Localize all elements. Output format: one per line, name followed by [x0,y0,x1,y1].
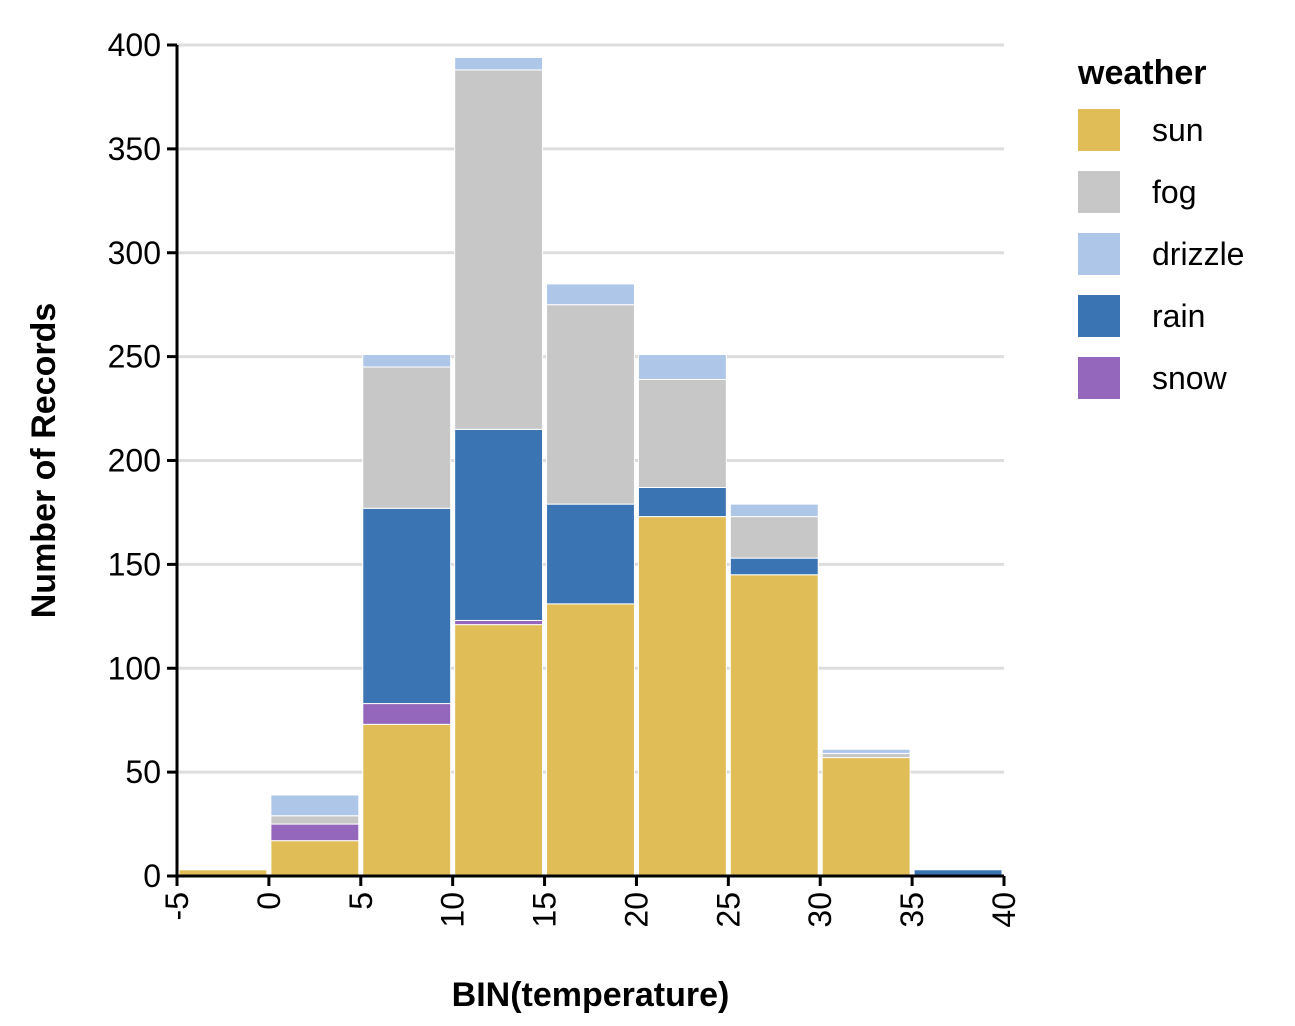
bar-sun-bin-10-15 [454,624,544,877]
bar-drizzle-bin-0-5 [270,794,360,817]
y-axis-title: Number of Records [25,303,63,619]
bar-rain-bin-25-30 [729,557,819,576]
bar-sun-bin-5-10 [362,723,452,877]
bar-snow-bin-0-5 [270,823,360,842]
bar-sun-bin-30-35 [821,757,911,877]
bar-drizzle-bin-15-20 [546,283,635,306]
legend-label-snow: snow [1152,360,1228,396]
bar-snow-bin-5-10 [362,703,452,725]
bar-sun-bin-0-5 [270,840,360,877]
legend-swatch-snow [1078,357,1120,399]
bar-fog-bin-30-35 [821,752,911,759]
legend-items: sun fog drizzle rain snow [1078,109,1244,399]
legend-swatch-fog [1078,171,1120,213]
bar-fog-bin-5-10 [362,366,452,509]
bar-fog-bin-15-20 [546,304,635,505]
bar-fog-bin-10-15 [454,69,544,430]
x-tick-label-40: 40 [986,892,1022,928]
x-tick-label-30: 30 [802,892,838,928]
bar-fog-bin-25-30 [729,516,819,559]
bar-sun-bin-25-30 [729,574,819,877]
bar-fog-bin-20-25 [637,378,727,489]
bar-drizzle-bin-25-30 [729,503,819,518]
y-tick-label-150: 150 [108,546,161,582]
bar-rain-bin-10-15 [454,428,544,621]
y-tick-label-350: 350 [108,131,161,167]
bar-snow-bin-10-15 [454,619,544,626]
y-tick-label-300: 300 [108,235,161,271]
bar-sun-bin-15-20 [546,603,635,877]
legend-label-fog: fog [1152,174,1196,210]
bar-drizzle-bin-20-25 [637,354,727,380]
x-tick-label-35: 35 [894,892,930,928]
x-tick-label-25: 25 [710,892,746,928]
legend-label-sun: sun [1152,112,1204,148]
legend: weather sun fog drizzle rain snow [1077,54,1244,399]
bar-rain-bin-15-20 [546,503,635,605]
bar-drizzle-bin-30-35 [821,748,911,754]
legend-label-rain: rain [1152,298,1205,334]
y-tick-label-100: 100 [108,650,161,686]
x-tick-label-10: 10 [435,892,471,928]
bar-rain-bin-20-25 [637,487,727,518]
bar-drizzle-bin-5-10 [362,354,452,368]
legend-swatch-sun [1078,109,1120,151]
legend-title: weather [1077,54,1207,92]
x-tick-label-20: 20 [618,892,654,928]
y-tick-label-250: 250 [108,339,161,375]
bars [178,56,1003,877]
x-axis-title: BIN(temperature) [452,976,730,1014]
legend-swatch-drizzle [1078,233,1120,275]
y-tick-label-200: 200 [108,443,161,479]
x-tick-label-15: 15 [527,892,563,928]
y-tick-label-50: 50 [125,754,161,790]
y-tick-label-400: 400 [108,27,161,63]
x-tick-label-5: 5 [343,892,379,910]
y-tick-label-0: 0 [143,858,161,894]
bar-drizzle-bin-10-15 [454,56,544,71]
bar-fog-bin-0-5 [270,815,360,825]
bar-sun-bin-20-25 [637,516,727,877]
x-tick-label-0: 0 [251,892,287,910]
legend-swatch-rain [1078,295,1120,337]
legend-label-drizzle: drizzle [1152,236,1244,272]
x-tick-label--5: -5 [159,892,195,920]
bar-rain-bin-5-10 [362,507,452,705]
